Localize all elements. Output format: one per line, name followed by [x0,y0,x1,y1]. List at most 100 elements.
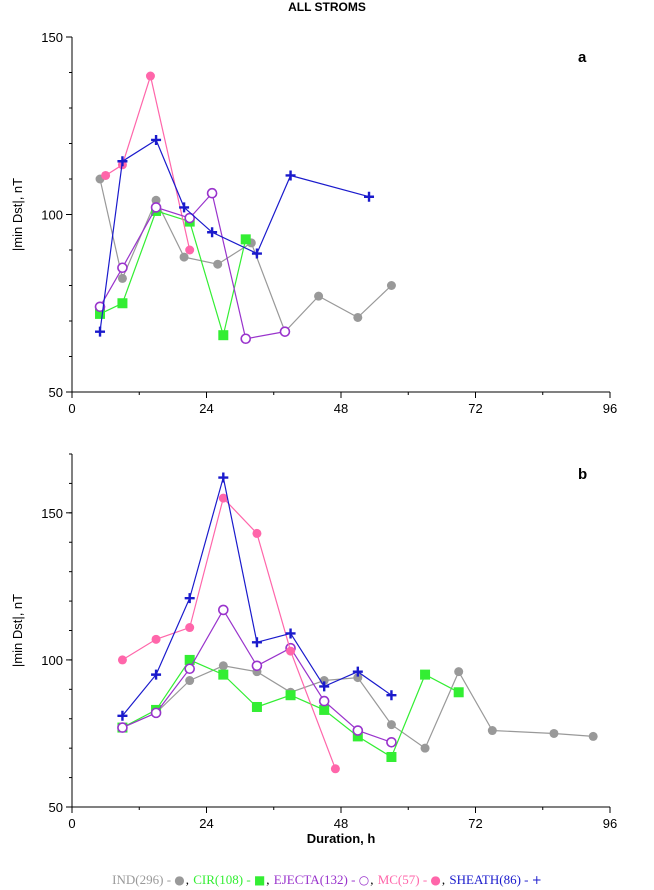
data-point-mc [185,245,195,255]
data-point-sheath [151,134,162,145]
data-point-sheath [285,628,296,639]
legend-item-ejecta: EJECTA(132) - ○ [273,872,370,887]
data-point-sheath [184,593,195,604]
data-point-ejecta [251,660,263,672]
data-point-mc [101,170,111,180]
data-point-ejecta [206,187,218,199]
data-point-sheath [207,227,218,238]
legend-label: EJECTA(132) [273,872,348,887]
data-point-cir [285,690,296,701]
data-point-cir [218,330,229,341]
data-point-cir [420,669,431,680]
data-point-cir [251,701,262,712]
x-tick-label: 48 [334,401,348,416]
data-point-ejecta [279,326,291,337]
x-tick-label: 0 [68,816,75,831]
x-tick-label: 24 [199,401,213,416]
data-point-sheath [352,666,363,677]
data-point-sheath [95,326,106,337]
data-point-ind [179,252,189,262]
data-point-cir [218,669,229,680]
data-point-mc [330,764,340,774]
data-point-cir [319,704,330,715]
data-point-mc [185,623,195,633]
data-point-ind [185,676,195,686]
data-point-ejecta [240,333,252,345]
legend-item-cir: CIR(108) - ■ [193,872,266,887]
legend-symbol: ■ [253,873,266,887]
legend-label: SHEATH(86) [449,872,521,887]
legend-item-sheath: SHEATH(86) - + [449,872,542,887]
data-point-ind [151,195,161,205]
series-line-cir [122,659,459,758]
data-point-sheath [251,248,262,259]
data-point-ind [549,728,559,738]
data-point-cir [453,687,464,698]
data-point-mc [252,528,262,538]
data-point-ejecta [150,707,162,719]
data-point-ind [213,259,223,269]
data-point-sheath [251,637,262,648]
page-title: ALL STROMS [288,0,366,14]
data-point-cir [386,751,397,762]
y-tick-label: 100 [41,653,63,668]
data-point-cir [352,731,363,742]
data-point-ejecta [150,202,162,213]
legend-symbol: ● [430,873,441,887]
legend: IND(296) - ●, CIR(108) - ■, EJECTA(132) … [112,872,542,887]
data-point-ejecta [318,695,330,707]
data-point-ind [117,273,127,283]
data-point-ind [420,743,430,753]
data-point-cir [117,298,128,309]
series-line-ind [99,178,392,333]
y-axis-label: |min Dst|, nT [10,178,25,251]
data-point-ejecta [94,301,106,313]
y-tick-label: 50 [49,800,63,815]
series-line-mc [122,496,336,770]
data-point-sheath [151,669,162,680]
data-point-ind [588,731,598,741]
data-point-ind [353,312,363,322]
x-tick-label: 24 [199,816,213,831]
data-point-cir [184,654,195,665]
data-point-cir [95,308,106,319]
legend-label: IND(296) [112,872,164,887]
data-point-mc [286,646,296,656]
data-point-ejecta [352,725,364,736]
legend-item-mc: MC(57) - ● [377,872,441,887]
data-point-sheath [319,681,330,692]
data-point-ind [487,726,497,736]
data-point-ind [386,720,396,730]
x-tick-label: 0 [68,401,75,416]
series-line-cir [99,210,247,338]
data-point-ejecta [117,722,128,733]
x-tick-label: 48 [334,816,348,831]
data-point-ind [218,661,228,671]
data-point-ind [386,281,396,290]
data-point-mc [117,655,127,665]
x-tick-label: 96 [603,816,617,831]
data-point-sheath [117,156,128,167]
panel-label: b [578,466,587,483]
y-axis-label: |min Dst|, nT [10,594,25,667]
data-point-sheath [364,191,375,202]
panel-label: a [578,49,587,66]
legend-item-ind: IND(296) - ● [112,872,185,887]
data-point-ind [454,667,464,677]
series-line-sheath [121,477,392,717]
legend-label: MC(57) [377,872,420,887]
data-point-ind [353,673,363,683]
data-point-sheath [386,690,397,701]
data-point-cir [240,234,251,245]
legend-symbol: ○ [358,873,370,887]
data-point-mc [145,71,155,81]
data-point-ejecta [184,212,195,224]
x-axis-label: Duration, h [307,831,376,846]
series-line-sheath [99,139,370,332]
data-point-sheath [117,710,128,721]
x-tick-label: 96 [603,401,617,416]
data-point-ind [314,291,324,301]
data-point-mc [218,493,228,503]
data-point-ejecta [117,262,128,274]
